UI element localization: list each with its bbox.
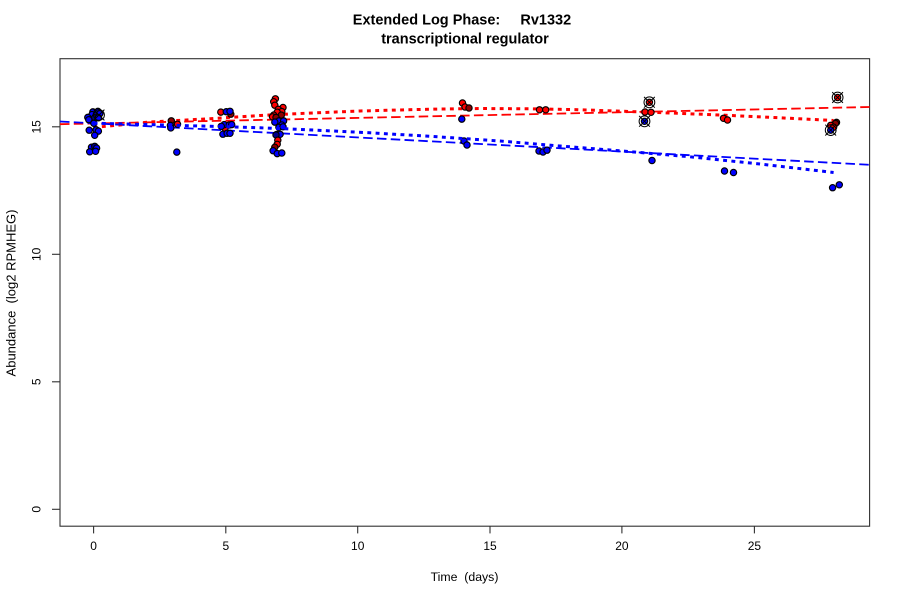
svg-text:15: 15	[30, 120, 44, 134]
svg-text:0: 0	[90, 539, 97, 553]
svg-text:10: 10	[30, 247, 44, 261]
svg-text:5: 5	[222, 539, 229, 553]
svg-text:transcriptional regulator: transcriptional regulator	[381, 32, 549, 48]
svg-text:10: 10	[351, 539, 365, 553]
svg-text:0: 0	[30, 506, 44, 513]
svg-text:15: 15	[483, 539, 497, 553]
svg-text:Extended Log Phase: Rv1332: Extended Log Phase: Rv1332	[353, 13, 571, 29]
svg-text:Abundance (log2 RPMHEG): Abundance (log2 RPMHEG)	[4, 210, 19, 377]
svg-text:25: 25	[748, 539, 762, 553]
svg-text:Time (days): Time (days)	[431, 570, 499, 584]
svg-text:20: 20	[615, 539, 629, 553]
svg-text:5: 5	[30, 378, 44, 385]
